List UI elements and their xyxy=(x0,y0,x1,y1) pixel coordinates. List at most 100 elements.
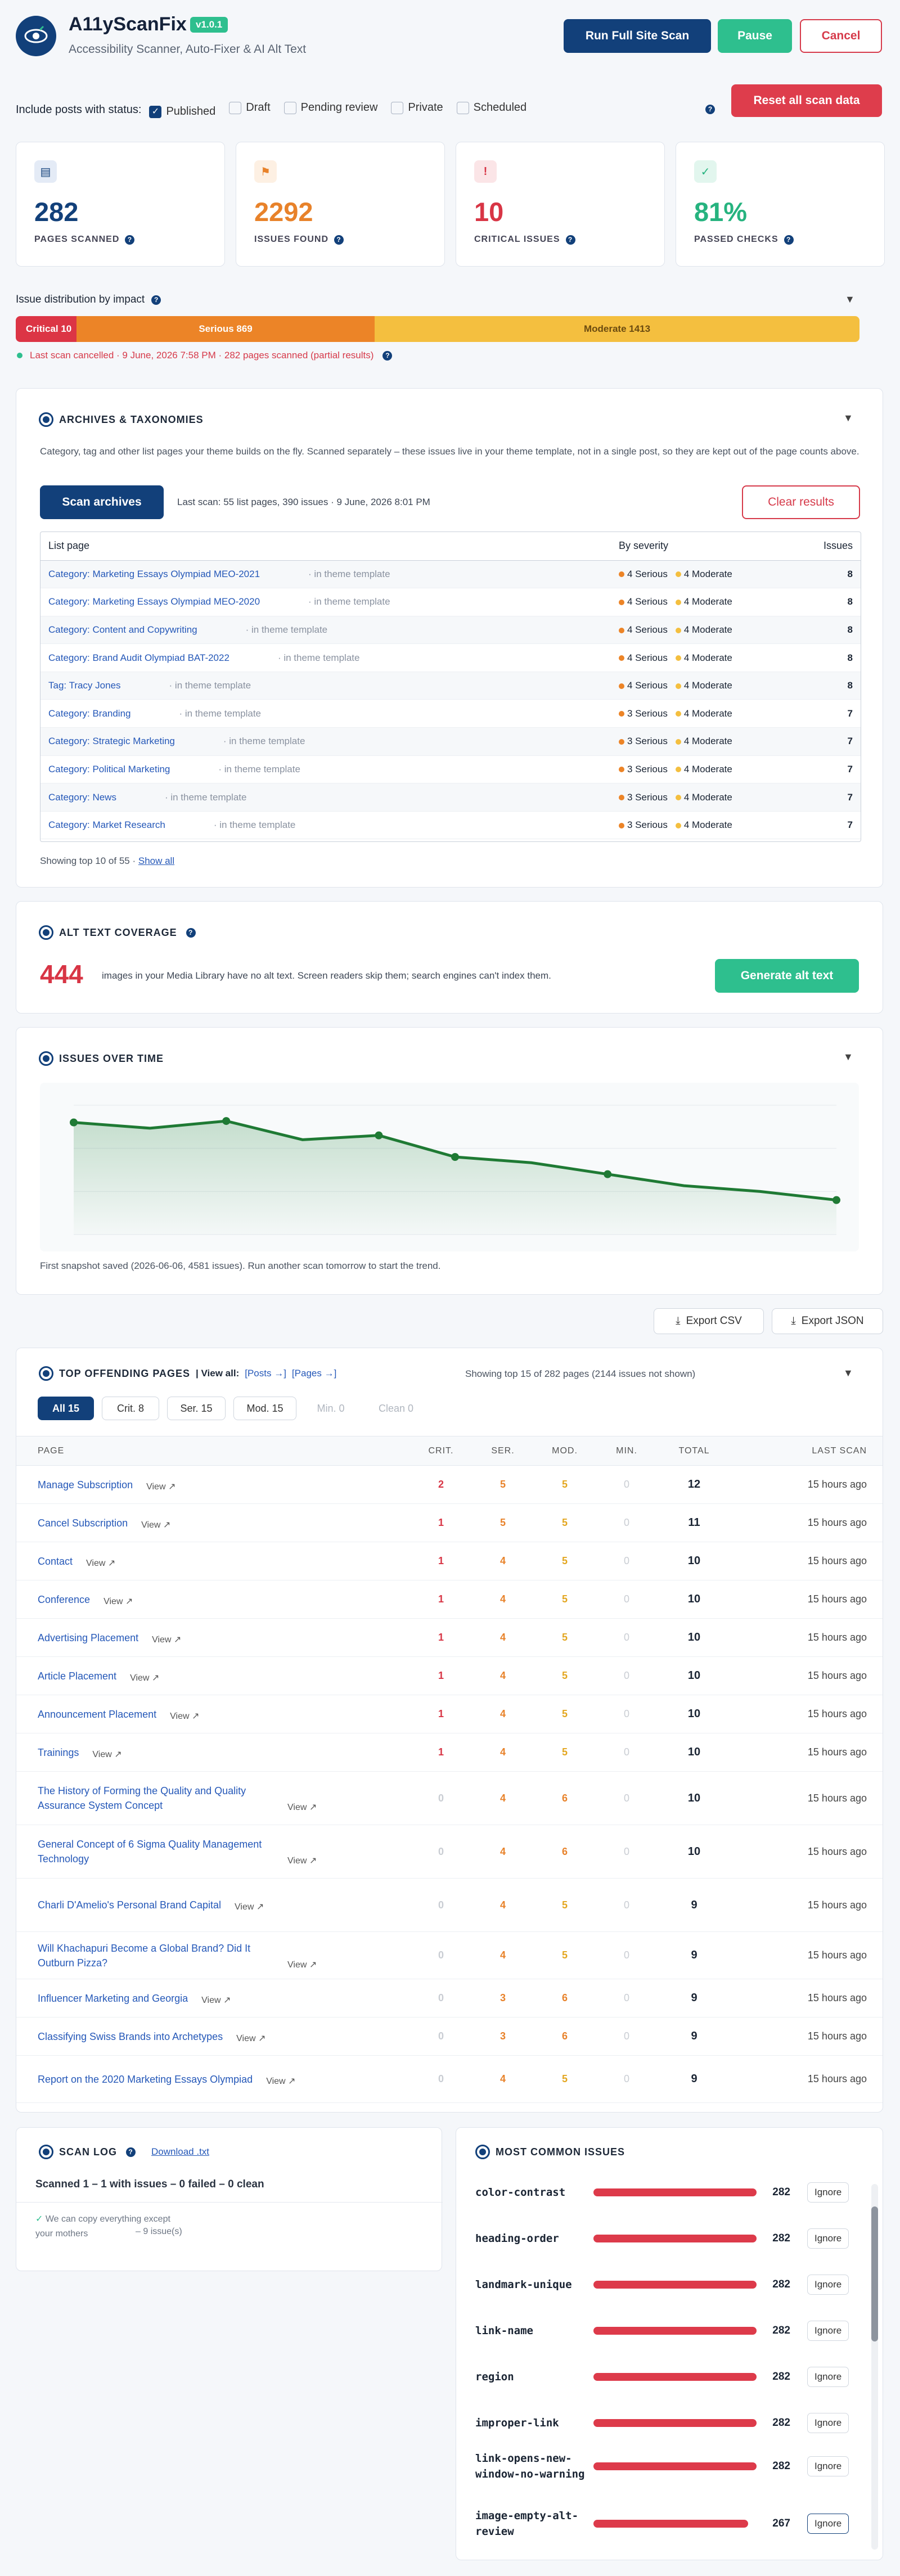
trend-point[interactable] xyxy=(832,1196,840,1204)
ignore-button[interactable]: Ignore xyxy=(807,2413,849,2433)
status-option-pending-review[interactable]: Pending review xyxy=(284,101,377,114)
stat-value: 282 xyxy=(34,197,79,227)
page-link[interactable]: Advertising Placement xyxy=(38,1632,139,1643)
view-page-link[interactable]: View ↗ xyxy=(141,1520,171,1530)
status-help-icon[interactable]: ? xyxy=(382,350,393,361)
status-option-published[interactable]: ✓ Published xyxy=(149,105,215,118)
ignore-button[interactable]: Ignore xyxy=(807,2321,849,2341)
archive-link[interactable]: Category: Strategic Marketing xyxy=(48,736,175,746)
view-pages-link[interactable]: [Pages →] xyxy=(291,1368,337,1379)
filter-chip[interactable]: All 15 xyxy=(38,1397,94,1420)
archive-link[interactable]: Category: Branding xyxy=(48,708,131,719)
archives-collapse-icon[interactable]: ▼ xyxy=(843,412,853,424)
chart-collapse-icon[interactable]: ▼ xyxy=(843,1051,853,1062)
cancel-button[interactable]: Cancel xyxy=(800,19,882,53)
pause-button[interactable]: Pause xyxy=(718,19,792,53)
run-full-scan-button[interactable]: Run Full Site Scan xyxy=(564,19,711,53)
ignore-button[interactable]: Ignore xyxy=(807,2228,849,2249)
export-json-button[interactable]: ⤓ Export JSON xyxy=(772,1308,883,1334)
page-link[interactable]: Manage Subscription xyxy=(38,1479,133,1490)
view-page-link[interactable]: View ↗ xyxy=(146,1481,176,1492)
page-link[interactable]: Contact xyxy=(38,1555,73,1567)
archive-link[interactable]: Category: Political Marketing xyxy=(48,764,170,774)
view-page-link[interactable]: View ↗ xyxy=(266,2076,296,2086)
page-link[interactable]: General Concept of 6 Sigma Quality Manag… xyxy=(38,1839,262,1865)
filter-chip[interactable]: Min. 0 xyxy=(304,1397,357,1420)
filter-chip[interactable]: Ser. 15 xyxy=(167,1397,226,1420)
checkbox-icon[interactable] xyxy=(229,101,242,114)
stat-help-icon[interactable]: ? xyxy=(334,235,344,245)
trend-point[interactable] xyxy=(604,1170,612,1178)
download-log-link[interactable]: Download .txt xyxy=(151,2146,210,2157)
page-link[interactable]: Report on the 2020 Marketing Essays Olym… xyxy=(38,2073,253,2085)
ignore-button[interactable]: Ignore xyxy=(807,2182,849,2203)
view-page-link[interactable]: View ↗ xyxy=(235,1902,264,1912)
common-scrollbar[interactable] xyxy=(871,2184,878,2550)
page-link[interactable]: Will Khachapuri Become a Global Brand? D… xyxy=(38,1942,251,1969)
filter-help-icon[interactable]: ? xyxy=(705,105,715,114)
archive-link[interactable]: Category: Market Research xyxy=(48,819,165,830)
reset-scan-data-button[interactable]: Reset all scan data xyxy=(731,84,882,117)
show-all-link[interactable]: Show all xyxy=(138,855,175,866)
scrollbar-thumb[interactable] xyxy=(871,2206,878,2341)
view-page-link[interactable]: View ↗ xyxy=(92,1749,122,1759)
stat-help-icon[interactable]: ? xyxy=(125,235,135,245)
page-link[interactable]: Cancel Subscription xyxy=(38,1517,128,1529)
view-page-link[interactable]: View ↗ xyxy=(130,1673,160,1683)
view-page-link[interactable]: View ↗ xyxy=(152,1634,182,1645)
status-option-private[interactable]: Private xyxy=(391,101,443,114)
page-link[interactable]: Article Placement xyxy=(38,1670,117,1682)
ignore-button[interactable]: Ignore xyxy=(807,2456,849,2476)
ignore-button[interactable]: Ignore xyxy=(807,2367,849,2387)
page-link[interactable]: Announcement Placement xyxy=(38,1708,157,1720)
view-page-link[interactable]: View ↗ xyxy=(170,1711,200,1721)
page-link[interactable]: Influencer Marketing and Georgia xyxy=(38,1992,188,2004)
archive-link[interactable]: Category: Content and Copywriting xyxy=(48,624,197,635)
stat-help-icon[interactable]: ? xyxy=(565,235,575,245)
ignore-button[interactable]: Ignore xyxy=(807,2275,849,2295)
view-page-link[interactable]: View ↗ xyxy=(287,1960,317,1970)
page-link[interactable]: Charli D'Amelio's Personal Brand Capital xyxy=(38,1899,222,1911)
checkbox-icon[interactable] xyxy=(391,101,404,114)
view-page-link[interactable]: View ↗ xyxy=(201,1995,231,2005)
view-page-link[interactable]: View ↗ xyxy=(287,1803,317,1812)
page-link[interactable]: The History of Forming the Quality and Q… xyxy=(38,1785,246,1811)
stat-help-icon[interactable]: ? xyxy=(784,235,794,245)
top-collapse-icon[interactable]: ▼ xyxy=(843,1367,853,1379)
checkbox-icon[interactable]: ✓ xyxy=(149,105,162,118)
archive-link[interactable]: Category: News xyxy=(48,792,116,803)
checkbox-icon[interactable] xyxy=(456,101,469,114)
view-page-link[interactable]: View ↗ xyxy=(236,2033,266,2043)
filter-chip[interactable]: Crit. 8 xyxy=(102,1397,159,1420)
filter-chip[interactable]: Clean 0 xyxy=(365,1397,427,1420)
archive-link[interactable]: Category: Marketing Essays Olympiad MEO-… xyxy=(48,569,260,579)
log-help-icon[interactable]: ? xyxy=(126,2147,136,2157)
status-option-draft[interactable]: Draft xyxy=(229,101,271,114)
archive-link[interactable]: Category: Marketing Essays Olympiad MEO-… xyxy=(48,596,260,607)
scan-archives-button[interactable]: Scan archives xyxy=(40,485,164,519)
generate-alt-text-button[interactable]: Generate alt text xyxy=(715,959,859,993)
impact-collapse-icon[interactable]: ▼ xyxy=(845,294,855,305)
trend-point[interactable] xyxy=(70,1118,78,1127)
page-link[interactable]: Conference xyxy=(38,1593,91,1605)
trend-point[interactable] xyxy=(451,1153,459,1161)
ignore-button[interactable]: Ignore xyxy=(807,2514,849,2534)
view-page-link[interactable]: View ↗ xyxy=(104,1596,133,1606)
view-posts-link[interactable]: [Posts →] xyxy=(245,1368,286,1379)
trend-point[interactable] xyxy=(222,1117,231,1125)
archive-issues: 8 xyxy=(810,560,861,589)
impact-help-icon[interactable]: ? xyxy=(151,295,161,305)
archive-link[interactable]: Category: Brand Audit Olympiad BAT-2022 xyxy=(48,652,230,663)
archive-link[interactable]: Tag: Tracy Jones xyxy=(48,680,121,691)
clear-results-button[interactable]: Clear results xyxy=(742,485,860,519)
checkbox-icon[interactable] xyxy=(284,101,296,114)
export-csv-button[interactable]: ⤓ Export CSV xyxy=(654,1308,764,1334)
filter-chip[interactable]: Mod. 15 xyxy=(233,1397,296,1420)
page-link[interactable]: Classifying Swiss Brands into Archetypes xyxy=(38,2030,223,2042)
status-option-scheduled[interactable]: Scheduled xyxy=(456,101,526,114)
trend-point[interactable] xyxy=(375,1131,383,1140)
alt-help-icon[interactable]: ? xyxy=(186,927,196,938)
view-page-link[interactable]: View ↗ xyxy=(287,1856,317,1866)
page-link[interactable]: Trainings xyxy=(38,1746,79,1758)
view-page-link[interactable]: View ↗ xyxy=(86,1558,116,1568)
